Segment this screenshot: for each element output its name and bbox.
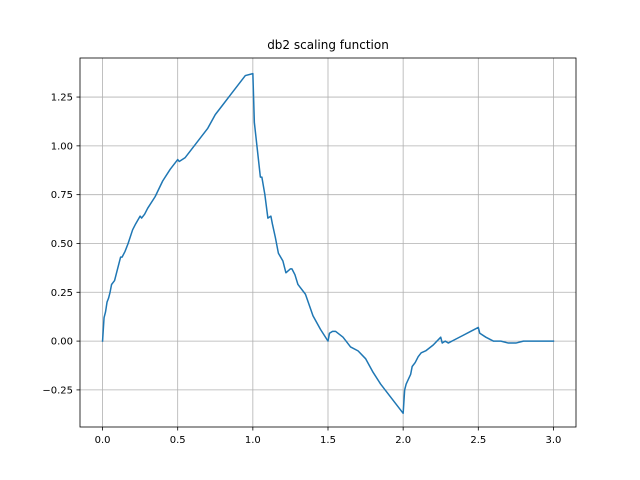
y-tick-label: 0.50 [51, 239, 73, 250]
x-tick-label: 2.5 [470, 435, 486, 446]
x-tick-label: 1.5 [320, 435, 336, 446]
y-tick-label: 1.25 [51, 93, 73, 104]
y-tick-label: −0.25 [42, 385, 73, 396]
y-axis: −0.25 0.00 0.25 0.50 0.75 1.00 1.25 [42, 93, 80, 396]
series-line [101, 72, 555, 415]
x-tick-label: 3.0 [546, 435, 562, 446]
chart-title: db2 scaling function [267, 38, 389, 52]
grid-layer [80, 58, 576, 427]
y-tick-label: 1.00 [51, 141, 73, 152]
series-layer [101, 72, 555, 415]
y-tick-label: 0.25 [51, 288, 73, 299]
y-tick-label: 0.75 [51, 190, 73, 201]
x-tick-label: 0.0 [95, 435, 111, 446]
x-tick-label: 2.0 [395, 435, 411, 446]
x-tick-label: 1.0 [245, 435, 261, 446]
y-tick-label: 0.00 [51, 337, 73, 348]
x-axis: 0.0 0.5 1.0 1.5 2.0 2.5 3.0 [95, 427, 562, 446]
x-tick-label: 0.5 [170, 435, 186, 446]
